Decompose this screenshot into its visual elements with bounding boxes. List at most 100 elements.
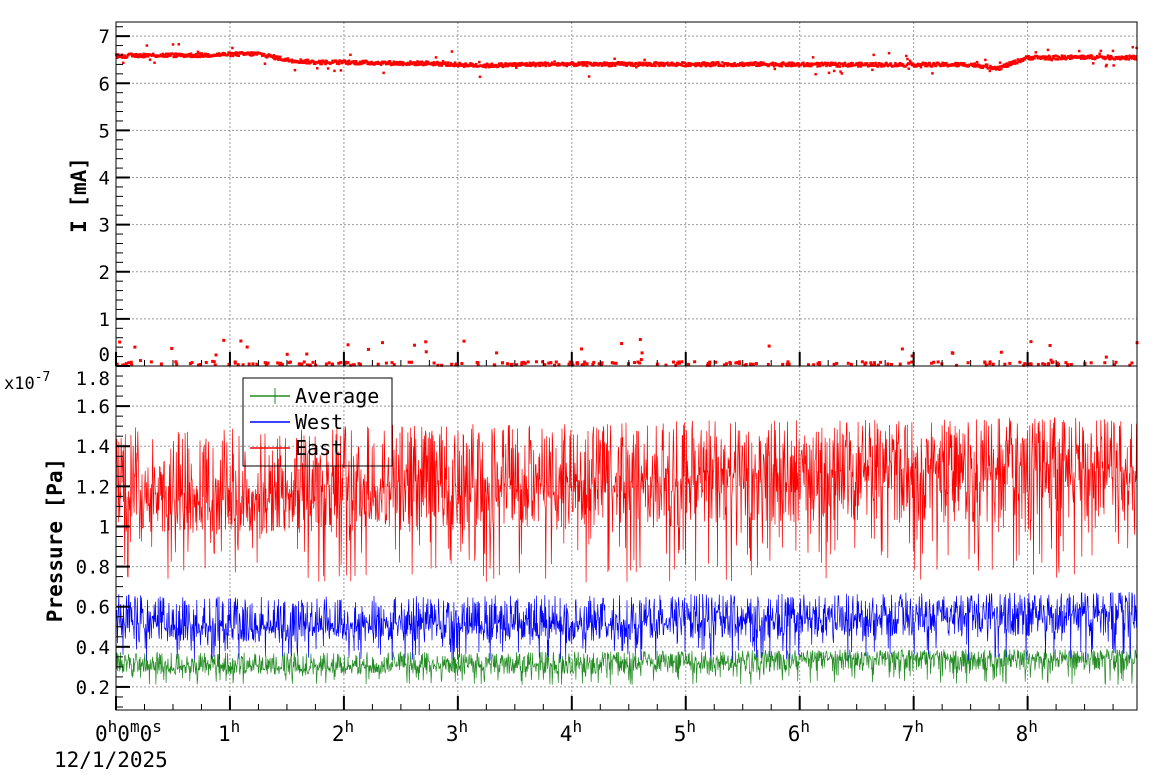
current-point (236, 54, 239, 57)
current-point (619, 63, 623, 66)
current-point (788, 61, 791, 64)
current-outlier-point (632, 361, 636, 365)
current-point (787, 63, 791, 67)
current-point (762, 61, 765, 64)
current-point (464, 62, 468, 65)
current-point (998, 61, 1002, 64)
current-point (742, 62, 745, 65)
current-point (860, 61, 863, 65)
current-point (298, 61, 302, 64)
current-point (1103, 55, 1106, 59)
current-point (337, 62, 341, 66)
current-point (996, 67, 1000, 70)
top-y-label: I [mA] (67, 157, 91, 233)
current-point (1097, 55, 1101, 58)
current-point (961, 62, 964, 65)
current-point (177, 43, 181, 46)
current-outlier-point (159, 362, 163, 366)
current-point (349, 53, 352, 57)
current-point (272, 54, 276, 57)
current-outlier-point (786, 360, 790, 364)
current-point (1023, 58, 1027, 61)
current-point (528, 61, 532, 65)
current-point (347, 59, 351, 63)
current-point (751, 61, 755, 65)
current-point (417, 60, 420, 64)
current-point (839, 70, 842, 73)
bottom-y-tick-label: 0.8 (76, 557, 110, 579)
current-point (361, 61, 365, 65)
current-outlier-point (568, 360, 572, 364)
current-point (721, 61, 724, 64)
current-outlier-point (597, 362, 601, 366)
current-point (1051, 55, 1055, 58)
current-point (485, 64, 488, 68)
current-point (337, 61, 340, 64)
current-point (703, 63, 706, 67)
current-point (575, 64, 579, 67)
current-point (231, 46, 234, 50)
current-outlier-point (523, 361, 527, 365)
first-x-h: 0 (95, 722, 108, 746)
current-outlier-point (835, 361, 839, 365)
current-point (286, 57, 290, 60)
current-point (773, 67, 777, 71)
current-point (511, 64, 514, 68)
legend: Average West East (242, 377, 393, 467)
current-point (344, 62, 348, 65)
current-outlier-point (247, 362, 251, 366)
current-point (174, 52, 177, 55)
current-point (837, 65, 840, 68)
current-outlier-point (932, 360, 936, 364)
current-point (856, 63, 860, 67)
current-point (880, 62, 884, 66)
current-outlier-point (832, 362, 836, 366)
current-point (815, 61, 819, 65)
current-point (395, 62, 398, 66)
current-point (286, 59, 289, 62)
current-point (612, 62, 616, 65)
current-outlier-point (812, 363, 816, 367)
current-outlier-point (305, 363, 309, 367)
current-outlier-point (308, 363, 312, 367)
current-outlier-point (287, 361, 291, 365)
current-outlier-point (737, 360, 741, 364)
current-point (392, 60, 396, 63)
current-point (478, 75, 482, 79)
current-point (795, 63, 798, 67)
current-point (791, 64, 794, 67)
current-point (869, 62, 873, 66)
current-point (708, 64, 711, 68)
current-point (330, 61, 334, 64)
current-point (504, 62, 507, 65)
current-point (975, 65, 978, 68)
current-point (1123, 55, 1127, 59)
y-scale-base: x10 (4, 374, 35, 394)
current-point (676, 63, 680, 67)
bottom-y-tick-label: 1.8 (76, 368, 110, 390)
current-point (168, 52, 172, 56)
current-outlier-point (412, 343, 416, 347)
current-point (440, 64, 443, 67)
current-point (1060, 57, 1063, 61)
current-outlier-point (898, 362, 902, 366)
current-outlier-point (1003, 362, 1007, 366)
current-point (215, 54, 218, 57)
current-point (907, 67, 911, 70)
current-point (836, 63, 840, 66)
current-outlier-point (1023, 362, 1027, 366)
current-point (1132, 57, 1136, 60)
current-point (431, 61, 435, 65)
current-outlier-point (245, 345, 249, 349)
current-point (449, 61, 452, 65)
current-outlier-point (951, 351, 955, 355)
current-point (260, 52, 263, 56)
current-outlier-point (407, 360, 411, 364)
current-point (1068, 57, 1072, 61)
current-point (725, 62, 729, 66)
top-pad-frame (115, 21, 1138, 367)
current-outlier-point (175, 362, 179, 366)
current-outlier-point (930, 361, 934, 365)
current-point (1028, 57, 1031, 61)
current-outlier-point (910, 354, 914, 358)
